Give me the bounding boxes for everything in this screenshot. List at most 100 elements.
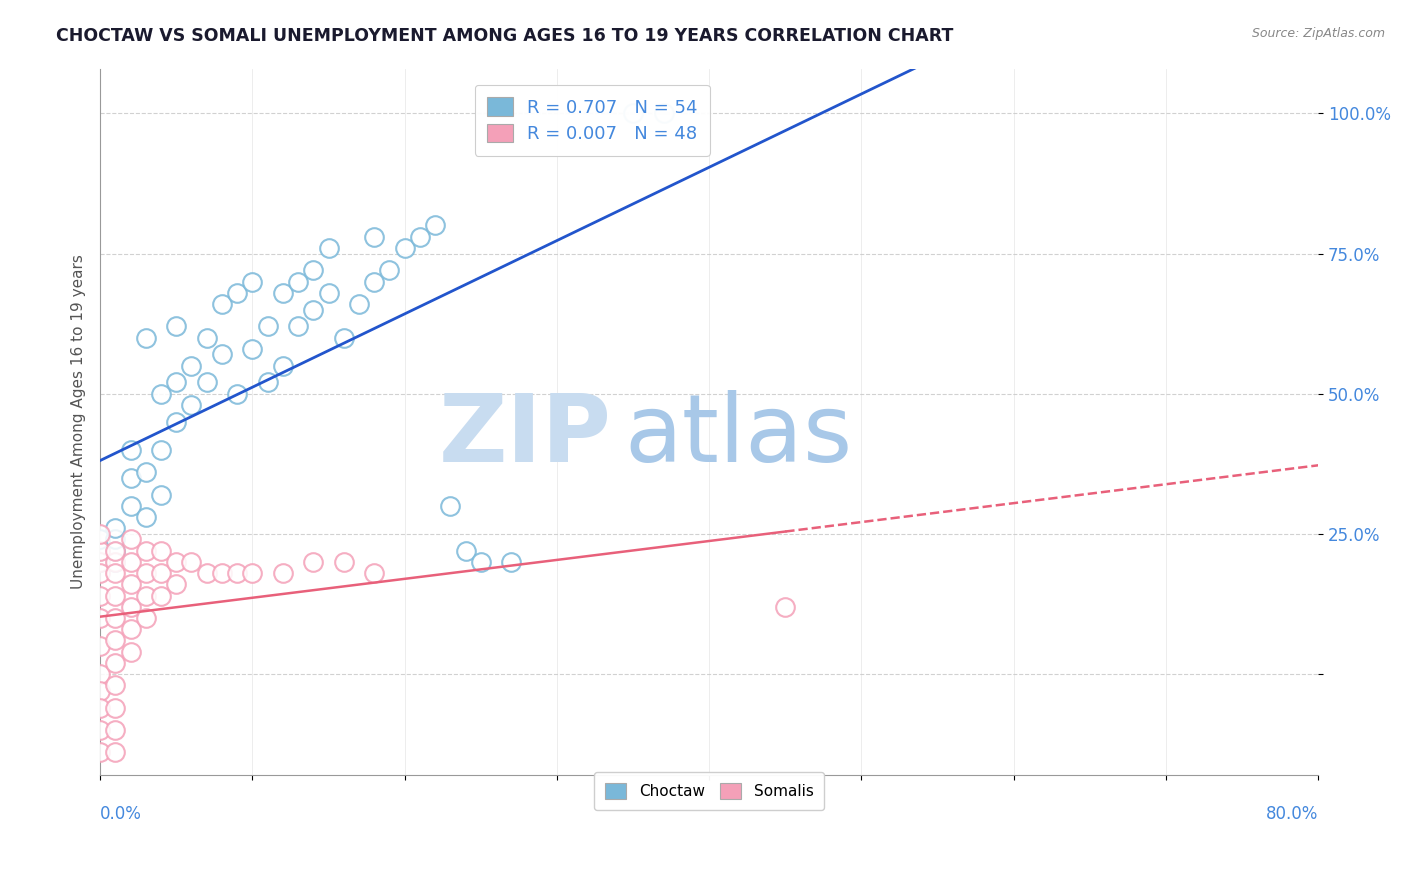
- Point: [104, 543, 127, 558]
- Point: [363, 275, 385, 289]
- Text: 80.0%: 80.0%: [1265, 805, 1319, 823]
- Point: [120, 471, 142, 485]
- Point: [150, 543, 173, 558]
- Point: [211, 566, 233, 580]
- Point: [120, 622, 142, 636]
- Point: [195, 566, 218, 580]
- Point: [211, 297, 233, 311]
- Point: [287, 275, 309, 289]
- Point: [652, 106, 675, 120]
- Point: [89, 526, 111, 541]
- Text: CHOCTAW VS SOMALI UNEMPLOYMENT AMONG AGES 16 TO 19 YEARS CORRELATION CHART: CHOCTAW VS SOMALI UNEMPLOYMENT AMONG AGE…: [56, 27, 953, 45]
- Legend: Choctaw, Somalis: Choctaw, Somalis: [595, 772, 824, 810]
- Point: [423, 219, 446, 233]
- Point: [89, 667, 111, 681]
- Point: [302, 302, 325, 317]
- Point: [347, 297, 370, 311]
- Text: 0.0%: 0.0%: [100, 805, 142, 823]
- Point: [256, 376, 278, 390]
- Text: atlas: atlas: [624, 390, 852, 482]
- Point: [242, 566, 264, 580]
- Point: [89, 543, 111, 558]
- Point: [89, 639, 111, 653]
- Point: [180, 555, 202, 569]
- Point: [195, 376, 218, 390]
- Point: [135, 331, 157, 345]
- Point: [89, 723, 111, 737]
- Point: [135, 589, 157, 603]
- Point: [271, 566, 294, 580]
- Point: [135, 510, 157, 524]
- Point: [135, 465, 157, 479]
- Point: [271, 285, 294, 300]
- Point: [150, 566, 173, 580]
- Point: [242, 342, 264, 356]
- Point: [89, 700, 111, 714]
- Point: [89, 683, 111, 698]
- Point: [89, 611, 111, 625]
- Point: [104, 656, 127, 670]
- Point: [242, 275, 264, 289]
- Point: [104, 533, 127, 547]
- Point: [104, 633, 127, 648]
- Text: ZIP: ZIP: [439, 390, 612, 482]
- Point: [89, 566, 111, 580]
- Point: [150, 386, 173, 401]
- Point: [211, 347, 233, 361]
- Point: [226, 566, 249, 580]
- Point: [180, 398, 202, 412]
- Point: [150, 442, 173, 457]
- Point: [120, 533, 142, 547]
- Point: [104, 555, 127, 569]
- Point: [287, 319, 309, 334]
- Point: [104, 521, 127, 535]
- Point: [89, 746, 111, 760]
- Point: [120, 577, 142, 591]
- Point: [120, 555, 142, 569]
- Point: [302, 555, 325, 569]
- Point: [271, 359, 294, 373]
- Point: [104, 746, 127, 760]
- Point: [104, 700, 127, 714]
- Point: [135, 543, 157, 558]
- Point: [226, 285, 249, 300]
- Point: [89, 533, 111, 547]
- Point: [104, 555, 127, 569]
- Point: [104, 589, 127, 603]
- Point: [165, 415, 187, 429]
- Point: [318, 241, 340, 255]
- Point: [363, 229, 385, 244]
- Point: [89, 555, 111, 569]
- Point: [454, 543, 477, 558]
- Point: [89, 589, 111, 603]
- Point: [470, 555, 492, 569]
- Point: [120, 644, 142, 658]
- Point: [104, 678, 127, 692]
- Point: [439, 499, 461, 513]
- Point: [501, 555, 523, 569]
- Point: [226, 386, 249, 401]
- Point: [135, 566, 157, 580]
- Point: [104, 543, 127, 558]
- Point: [135, 611, 157, 625]
- Point: [621, 106, 644, 120]
- Point: [394, 241, 416, 255]
- Point: [302, 263, 325, 277]
- Point: [195, 331, 218, 345]
- Point: [150, 487, 173, 501]
- Y-axis label: Unemployment Among Ages 16 to 19 years: Unemployment Among Ages 16 to 19 years: [72, 254, 86, 589]
- Point: [165, 555, 187, 569]
- Point: [120, 499, 142, 513]
- Point: [165, 319, 187, 334]
- Point: [120, 599, 142, 614]
- Point: [332, 555, 354, 569]
- Point: [363, 566, 385, 580]
- Point: [104, 723, 127, 737]
- Point: [89, 555, 111, 569]
- Point: [150, 589, 173, 603]
- Point: [89, 543, 111, 558]
- Point: [104, 566, 127, 580]
- Point: [378, 263, 401, 277]
- Point: [332, 331, 354, 345]
- Point: [318, 285, 340, 300]
